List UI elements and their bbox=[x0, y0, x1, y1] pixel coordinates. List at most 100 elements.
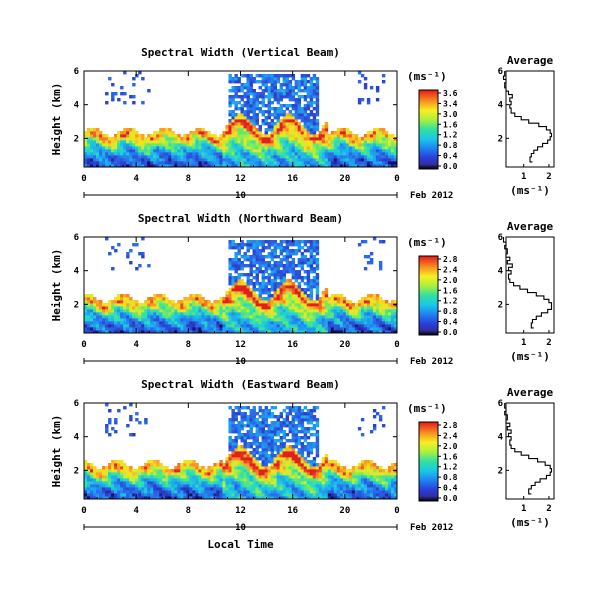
heatmap-cell bbox=[273, 128, 278, 132]
heatmap-cell bbox=[264, 267, 268, 271]
heatmap-cell bbox=[330, 152, 335, 156]
heatmap-cell bbox=[297, 158, 302, 162]
heatmap-cell bbox=[159, 318, 163, 322]
heatmap-cell bbox=[387, 321, 392, 325]
heatmap-cell bbox=[234, 418, 238, 422]
heatmap-cell bbox=[234, 288, 238, 292]
heatmap-cell bbox=[249, 409, 253, 413]
heatmap-cell bbox=[228, 110, 232, 114]
heatmap-cell bbox=[228, 161, 232, 165]
heatmap-cell bbox=[297, 137, 302, 141]
heatmap-cell bbox=[153, 164, 157, 168]
heatmap-cell bbox=[150, 496, 154, 500]
heatmap-cell bbox=[105, 146, 109, 150]
heatmap-cell bbox=[273, 149, 278, 153]
heatmap-cell bbox=[318, 309, 323, 313]
heatmap-cell bbox=[264, 264, 268, 268]
heatmap-cell bbox=[369, 155, 374, 159]
heatmap-cell bbox=[174, 161, 178, 165]
heatmap-cell bbox=[213, 484, 217, 488]
heatmap-cell bbox=[96, 315, 100, 319]
heatmap-cell bbox=[372, 306, 377, 310]
heatmap-cell bbox=[123, 321, 127, 325]
heatmap-cell bbox=[381, 80, 386, 84]
heatmap-cell bbox=[345, 321, 350, 325]
heatmap-cell bbox=[237, 436, 241, 440]
heatmap-cell bbox=[294, 119, 299, 123]
heatmap-cell bbox=[366, 134, 371, 138]
heatmap-cell bbox=[147, 306, 151, 310]
heatmap-cell bbox=[234, 137, 238, 141]
heatmap-cell bbox=[297, 487, 302, 491]
heatmap-cell bbox=[282, 493, 287, 497]
heatmap-cell bbox=[306, 89, 311, 93]
heatmap-cell bbox=[93, 475, 97, 479]
heatmap-cell bbox=[261, 282, 265, 286]
heatmap-cell bbox=[147, 324, 151, 328]
heatmap-cell bbox=[126, 294, 130, 298]
heatmap-cell bbox=[288, 451, 293, 455]
heatmap-cell bbox=[192, 143, 196, 147]
heatmap-cell bbox=[99, 309, 103, 313]
heatmap-cell bbox=[117, 330, 121, 334]
heatmap-cell bbox=[141, 466, 145, 470]
heatmap-cell bbox=[351, 140, 356, 144]
heatmap-cell bbox=[216, 487, 220, 491]
heatmap-cell bbox=[279, 122, 284, 126]
heatmap-cell bbox=[234, 294, 238, 298]
heatmap-cell bbox=[321, 294, 326, 298]
heatmap-cell bbox=[321, 161, 326, 165]
heatmap-cell bbox=[324, 315, 329, 319]
heatmap-cell bbox=[93, 146, 97, 150]
heatmap-cell bbox=[291, 107, 296, 111]
heatmap-cell bbox=[102, 158, 106, 162]
heatmap-cell bbox=[252, 327, 256, 331]
heatmap-cell bbox=[117, 155, 121, 159]
heatmap-cell bbox=[309, 164, 314, 168]
heatmap-cell bbox=[222, 466, 226, 470]
heatmap-cell bbox=[258, 149, 262, 153]
heatmap-cell bbox=[108, 137, 112, 141]
heatmap-cell bbox=[381, 318, 386, 322]
profile-y-tick-label: 6 bbox=[498, 233, 503, 243]
heatmap-cell bbox=[234, 303, 238, 307]
heatmap-cell bbox=[285, 128, 290, 132]
heatmap-cell bbox=[177, 143, 181, 147]
heatmap-cell bbox=[300, 318, 305, 322]
heatmap-cell bbox=[336, 306, 341, 310]
heatmap-cell bbox=[390, 143, 395, 147]
heatmap-cell bbox=[198, 472, 202, 476]
heatmap-cell bbox=[231, 279, 235, 283]
heatmap-cell bbox=[114, 460, 118, 464]
heatmap-cell bbox=[357, 80, 362, 84]
heatmap-cell bbox=[177, 161, 181, 165]
heatmap-cell bbox=[90, 475, 94, 479]
heatmap-cell bbox=[195, 297, 199, 301]
heatmap-cell bbox=[297, 303, 302, 307]
heatmap-cell bbox=[252, 324, 256, 328]
heatmap-cell bbox=[153, 149, 157, 153]
heatmap-cell bbox=[357, 312, 362, 316]
heatmap-cell bbox=[255, 261, 259, 265]
heatmap-cell bbox=[126, 152, 130, 156]
heatmap-cell bbox=[222, 475, 226, 479]
heatmap-cell bbox=[345, 140, 350, 144]
heatmap-cell bbox=[285, 303, 290, 307]
heatmap-cell bbox=[288, 430, 293, 434]
heatmap-cell bbox=[261, 297, 265, 301]
heatmap-cell bbox=[273, 288, 278, 292]
heatmap-cell bbox=[390, 300, 395, 304]
profile-x-tick-label: 2 bbox=[546, 338, 551, 348]
heatmap-cell bbox=[297, 478, 302, 482]
heatmap-cell bbox=[237, 430, 241, 434]
heatmap-cell bbox=[312, 95, 317, 99]
heatmap-cell bbox=[312, 261, 317, 265]
heatmap-cell bbox=[126, 146, 130, 150]
heatmap-cell bbox=[117, 409, 121, 413]
heatmap-cell bbox=[111, 149, 115, 153]
heatmap-cell bbox=[234, 261, 238, 265]
heatmap-cell bbox=[216, 324, 220, 328]
heatmap-cell bbox=[204, 493, 208, 497]
heatmap-cell bbox=[165, 315, 169, 319]
heatmap-cell bbox=[90, 306, 94, 310]
